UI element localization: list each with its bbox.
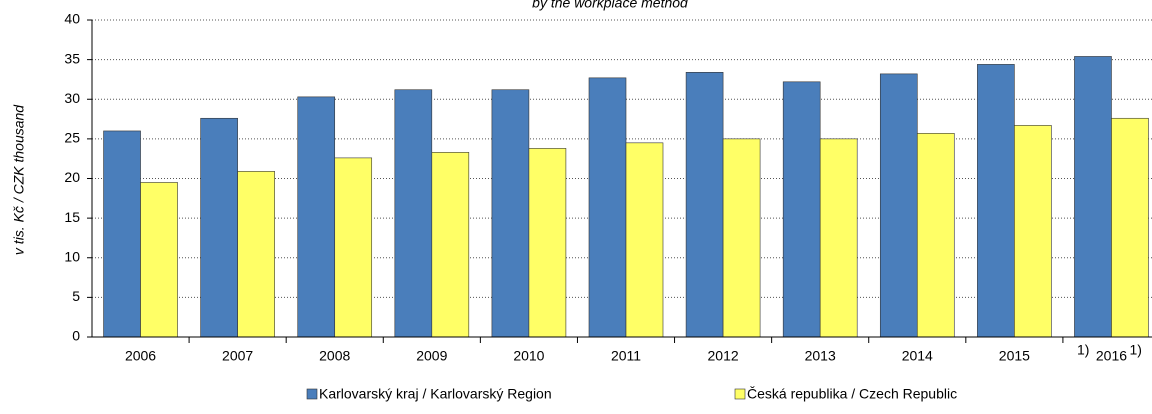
bar	[140, 182, 178, 338]
annotation: 1)	[1129, 342, 1141, 358]
x-tick-label: 2009	[416, 348, 447, 364]
legend-label: Karlovarský kraj / Karlovarský Region	[319, 386, 552, 402]
bar	[394, 89, 433, 338]
x-tick-label: 2010	[513, 348, 544, 364]
x-tick-label: 2012	[708, 348, 739, 364]
y-tick-label: 0	[72, 328, 80, 344]
y-tick-label: 10	[64, 248, 80, 264]
bar	[297, 96, 336, 338]
y-tick-label: 35	[64, 50, 80, 66]
y-tick-label: 15	[64, 209, 80, 225]
bar	[1074, 56, 1112, 338]
bar	[819, 138, 858, 338]
bar	[237, 171, 275, 338]
legend-label: Česká republika / Czech Republic	[747, 386, 957, 402]
bar	[103, 130, 141, 338]
bar	[491, 89, 530, 338]
bar	[722, 138, 761, 338]
bar	[431, 152, 470, 338]
x-tick-label: 2007	[222, 348, 253, 364]
y-tick-label: 40	[64, 11, 80, 27]
bar	[782, 81, 821, 338]
x-tick-label: 2011	[611, 348, 641, 364]
x-tick-label: 2015	[999, 348, 1030, 364]
y-tick-label: 20	[64, 169, 80, 185]
bar	[916, 133, 955, 338]
y-axis-label: v tis. Kč / CZK thousand	[11, 104, 27, 255]
bar	[625, 142, 664, 338]
legend-swatch	[306, 388, 318, 400]
x-tick-label: 2016	[1096, 348, 1127, 364]
bar	[1111, 117, 1149, 338]
annotation: 1)	[1077, 342, 1089, 358]
bar	[588, 77, 627, 338]
y-tick-label: 25	[64, 130, 80, 146]
legend-swatch	[734, 388, 746, 400]
x-tick-label: 2006	[125, 348, 156, 364]
x-tick-label: 2008	[319, 348, 350, 364]
x-tick-label: 2014	[902, 348, 933, 364]
chart-subtitle: by the workplace method	[532, 0, 689, 11]
bar	[334, 157, 373, 338]
bar	[528, 148, 567, 338]
bar	[879, 73, 918, 338]
bar	[977, 64, 1015, 338]
x-tick-label: 2013	[805, 348, 836, 364]
y-tick-label: 30	[64, 90, 80, 106]
bar	[200, 117, 238, 338]
y-tick-label: 5	[72, 288, 80, 304]
bar	[1014, 125, 1052, 338]
bar	[685, 72, 724, 338]
